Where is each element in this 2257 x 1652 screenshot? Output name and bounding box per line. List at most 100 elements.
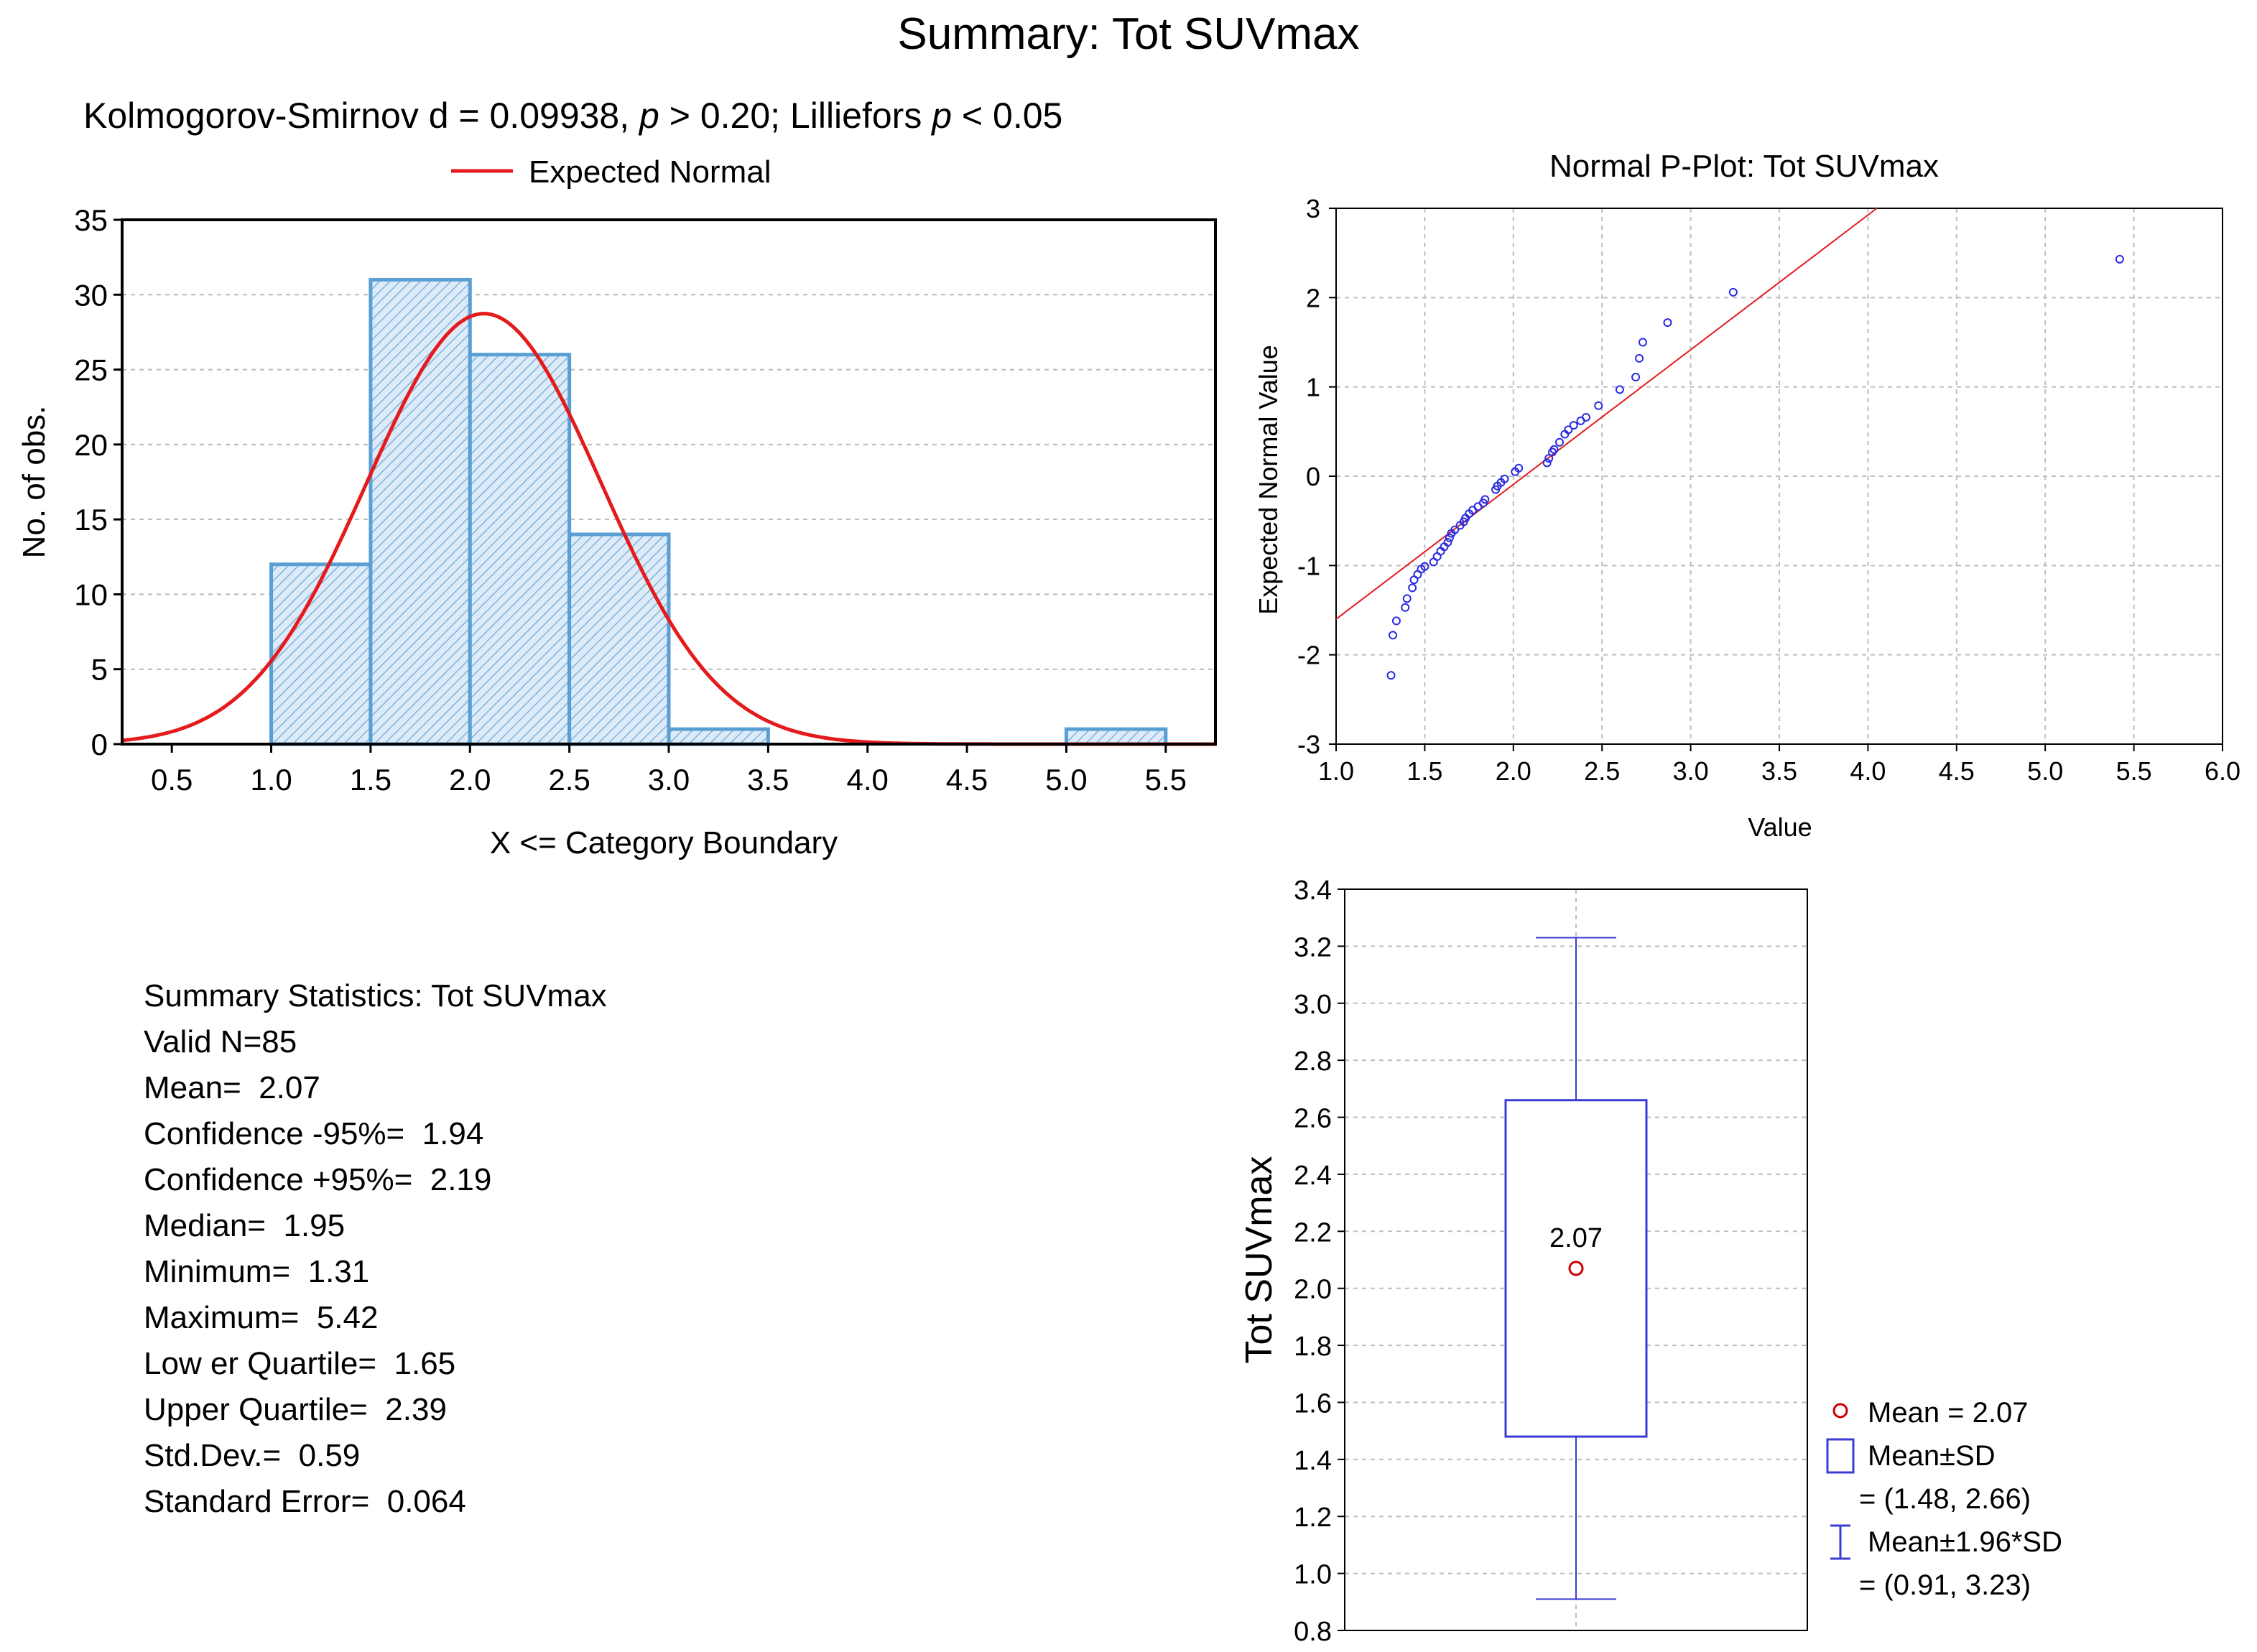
p-plot-point [1635, 353, 1644, 363]
hist-x-tick-label: 2.5 [548, 763, 590, 797]
p-plot-point [1391, 616, 1401, 626]
p-plot-point [1549, 445, 1559, 454]
box-y-tick-label: 1.6 [1294, 1388, 1332, 1419]
box-y-tick-label: 3.2 [1294, 932, 1332, 962]
pp-y-tick-label: -1 [1297, 551, 1320, 580]
box-plot-legend: Mean = 2.07 Mean±SD = (1.48, 2.66) Mean±… [1826, 1397, 2062, 1601]
mean-value-label: 2.07 [1549, 1223, 1603, 1253]
p-plot-point [1581, 412, 1590, 422]
box-y-tick-label: 2.2 [1294, 1217, 1332, 1248]
box-y-tick-label: 2.8 [1294, 1047, 1332, 1077]
box-y-tick-label: 2.0 [1294, 1275, 1332, 1305]
pp-x-tick-label: 4.5 [1939, 756, 1975, 786]
pp-x-tick-label: 3.0 [1673, 756, 1709, 786]
hist-y-tick-label: 0 [91, 728, 108, 761]
legend-sd-box-icon [1826, 1438, 1855, 1474]
stats-std-error: Standard Error= 0.064 [144, 1484, 466, 1519]
p-plot-reference-line [1335, 208, 1878, 620]
pp-x-tick-label: 5.5 [2116, 756, 2152, 786]
hist-x-tick-label: 0.5 [151, 763, 193, 797]
pp-y-tick-label: -2 [1297, 641, 1320, 670]
histogram-chart: Kolmogorov-Smirnov d = 0.09938, p > 0.20… [17, 96, 1217, 860]
box-y-tick-label: 1.4 [1294, 1446, 1332, 1476]
box-y-tick-label: 3.0 [1294, 990, 1332, 1020]
box-y-tick-label: 1.0 [1294, 1560, 1332, 1590]
p-plot-point [1388, 631, 1397, 640]
stats-minimum: Minimum= 1.31 [144, 1254, 370, 1289]
box-y-tick-label: 0.8 [1294, 1617, 1332, 1647]
hist-x-tick-label: 3.0 [648, 763, 690, 797]
legend-sd-range: = (1.48, 2.66) [1859, 1483, 2031, 1515]
box-y-tick-label: 1.2 [1294, 1503, 1332, 1533]
p-plot-point [1564, 425, 1573, 435]
pp-x-tick-label: 6.0 [2205, 756, 2240, 786]
p-plot-point [1420, 562, 1429, 571]
hist-x-tick-label: 5.5 [1145, 763, 1187, 797]
p-plot-point [1554, 437, 1564, 447]
hist-y-tick-label: 30 [74, 278, 108, 312]
box-y-tick-label: 2.6 [1294, 1104, 1332, 1134]
p-plot-y-axis-label: Expected Normal Value [1253, 345, 1283, 615]
hist-x-tick-label: 4.5 [946, 763, 988, 797]
hist-x-tick-label: 1.5 [350, 763, 391, 797]
legend-sd-label: Mean±SD [1868, 1440, 1996, 1472]
p-plot-point [1569, 421, 1578, 430]
hist-y-tick-label: 20 [74, 428, 108, 462]
legend-ci-label: Mean±1.96*SD [1868, 1526, 2062, 1558]
mean-marker [1568, 1261, 1584, 1276]
pp-y-tick-label: 2 [1306, 283, 1320, 312]
stats-mean: Mean= 2.07 [144, 1070, 320, 1105]
hist-y-tick-label: 35 [74, 203, 108, 237]
hist-y-tick-label: 5 [91, 653, 108, 687]
pp-x-tick-label: 1.5 [1406, 756, 1442, 786]
legend-ci-range: = (0.91, 3.23) [1859, 1569, 2031, 1601]
p-plot-point [1542, 458, 1552, 468]
box-y-tick-label: 2.4 [1294, 1161, 1332, 1191]
stats-maximum: Maximum= 5.42 [144, 1300, 379, 1335]
p-plot-point [1514, 463, 1524, 473]
normal-p-plot-chart: Normal P-Plot: Tot SUVmax 1.0 1.5 2.0 2.5 3.… [1253, 149, 2240, 842]
sd-box [1504, 1099, 1648, 1438]
p-plot-point [1615, 385, 1624, 394]
p-plot-point [1631, 372, 1641, 381]
p-plot-point [1443, 538, 1452, 547]
stats-upper-quartile: Upper Quartile= 2.39 [144, 1392, 447, 1427]
hist-x-tick-label: 3.5 [747, 763, 789, 797]
p-plot-point [1480, 495, 1490, 504]
p-plot-point [1544, 454, 1554, 463]
p-plot-point [1386, 671, 1396, 680]
hist-x-tick-label: 1.0 [250, 763, 292, 797]
pp-x-tick-label: 3.5 [1761, 756, 1797, 786]
p-plot-point [1450, 525, 1460, 534]
p-plot-x-axis-label: Value [1748, 812, 1812, 842]
box-y-tick-label: 3.4 [1294, 876, 1332, 906]
p-plot-point [1445, 533, 1454, 542]
pp-y-tick-label: -3 [1297, 730, 1320, 759]
p-plot-point [1594, 401, 1603, 410]
hist-y-tick-label: 15 [74, 503, 108, 537]
pp-x-tick-label: 2.0 [1496, 756, 1531, 786]
box-plot-frame [1344, 888, 1808, 1631]
p-plot-point [1408, 583, 1417, 593]
stats-lower-quartile: Low er Quartile= 1.65 [144, 1346, 456, 1381]
pp-x-tick-label: 4.0 [1850, 756, 1886, 786]
legend-mean-marker [1832, 1403, 1848, 1419]
box-y-tick-label: 1.8 [1294, 1332, 1332, 1362]
main-title: Summary: Tot SUVmax [897, 9, 1360, 59]
stats-median: Median= 1.95 [144, 1208, 346, 1243]
stats-header: Summary Statistics: Tot SUVmax [144, 978, 607, 1013]
summary-statistics: Summary Statistics: Tot SUVmax Valid N=8… [144, 973, 607, 1525]
ks-test-subtitle: Kolmogorov-Smirnov d = 0.09938, p > 0.20… [83, 96, 1062, 136]
p-plot-title: Normal P-Plot: Tot SUVmax [1549, 149, 1939, 184]
pp-y-tick-label: 1 [1306, 373, 1320, 402]
hist-x-tick-label: 4.0 [847, 763, 889, 797]
histogram-x-axis-label: X <= Category Boundary [490, 825, 838, 860]
histogram-bar [567, 532, 671, 746]
histogram-y-axis-label: No. of obs. [17, 406, 52, 559]
stats-valid-n: Valid N=85 [144, 1024, 297, 1059]
hist-y-tick-label: 25 [74, 353, 108, 387]
p-plot-point [1401, 603, 1410, 612]
box-plot-y-axis-label: Tot SUVmax [1238, 1156, 1280, 1364]
legend-mean-label: Mean = 2.07 [1868, 1397, 2029, 1429]
